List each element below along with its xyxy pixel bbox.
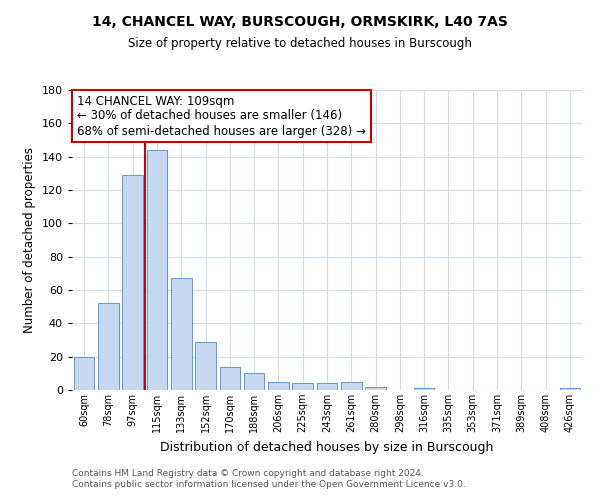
Text: Size of property relative to detached houses in Burscough: Size of property relative to detached ho… bbox=[128, 38, 472, 51]
Bar bbox=[341, 382, 362, 390]
X-axis label: Distribution of detached houses by size in Burscough: Distribution of detached houses by size … bbox=[160, 440, 494, 454]
Text: Contains HM Land Registry data © Crown copyright and database right 2024.: Contains HM Land Registry data © Crown c… bbox=[72, 468, 424, 477]
Text: 14 CHANCEL WAY: 109sqm
← 30% of detached houses are smaller (146)
68% of semi-de: 14 CHANCEL WAY: 109sqm ← 30% of detached… bbox=[77, 94, 366, 138]
Bar bbox=[146, 150, 167, 390]
Text: 14, CHANCEL WAY, BURSCOUGH, ORMSKIRK, L40 7AS: 14, CHANCEL WAY, BURSCOUGH, ORMSKIRK, L4… bbox=[92, 15, 508, 29]
Bar bbox=[122, 175, 143, 390]
Bar bbox=[171, 278, 191, 390]
Bar bbox=[244, 374, 265, 390]
Bar bbox=[220, 366, 240, 390]
Bar bbox=[268, 382, 289, 390]
Bar bbox=[195, 342, 216, 390]
Bar bbox=[317, 384, 337, 390]
Bar bbox=[98, 304, 119, 390]
Bar bbox=[292, 384, 313, 390]
Bar bbox=[365, 386, 386, 390]
Y-axis label: Number of detached properties: Number of detached properties bbox=[23, 147, 36, 333]
Bar bbox=[74, 356, 94, 390]
Text: Contains public sector information licensed under the Open Government Licence v3: Contains public sector information licen… bbox=[72, 480, 466, 489]
Bar bbox=[414, 388, 434, 390]
Bar bbox=[560, 388, 580, 390]
